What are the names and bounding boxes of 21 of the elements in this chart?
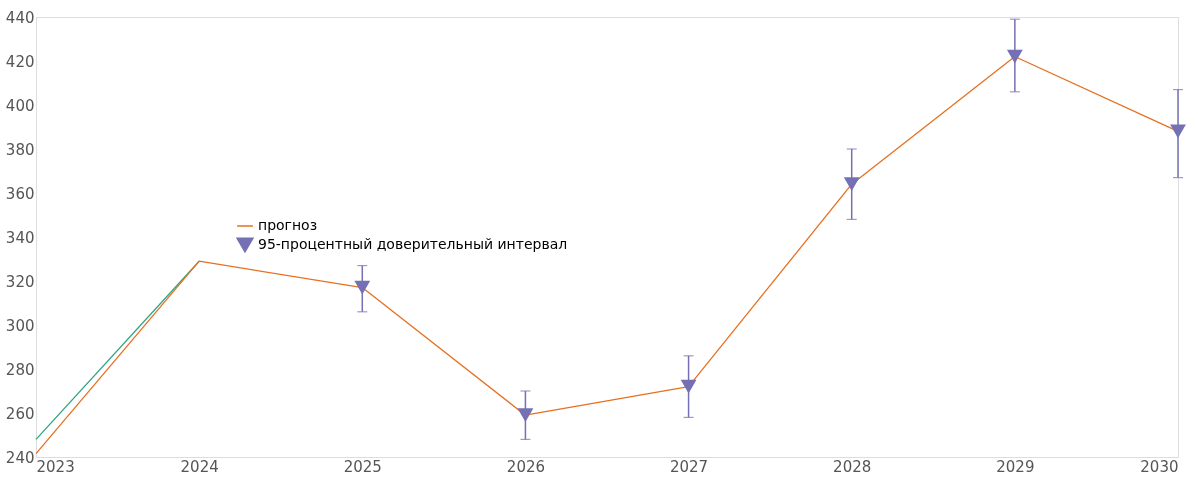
x-tick-label: 2030 xyxy=(1140,457,1179,476)
y-tick-label: 380 xyxy=(5,140,35,159)
x-tick-label: 2023 xyxy=(36,457,75,476)
y-tick-label: 340 xyxy=(5,228,35,247)
y-tick-label: 320 xyxy=(5,272,35,291)
y-tick-label: 240 xyxy=(5,448,35,467)
legend-label: прогноз xyxy=(258,217,318,233)
x-tick-label: 2029 xyxy=(996,457,1035,476)
x-tick-label: 2025 xyxy=(343,457,382,476)
x-tick-label: 2027 xyxy=(669,457,709,476)
y-tick-label: 440 xyxy=(5,8,35,27)
y-tick-label: 300 xyxy=(5,316,35,335)
legend-label: 95-процентный доверительный интервал xyxy=(258,236,568,252)
y-tick-label: 260 xyxy=(5,404,35,423)
x-tick-label: 2026 xyxy=(506,457,546,476)
y-tick-label: 280 xyxy=(5,360,35,379)
x-tick-label: 2028 xyxy=(833,457,872,476)
x-tick-label: 2024 xyxy=(180,457,219,476)
y-tick-label: 420 xyxy=(5,52,35,71)
y-tick-label: 360 xyxy=(5,184,35,203)
y-tick-label: 400 xyxy=(5,96,35,115)
